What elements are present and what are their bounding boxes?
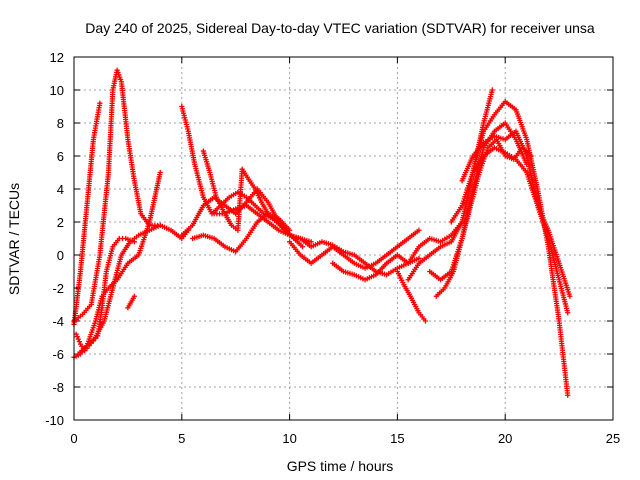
- y-tick-label: 0: [57, 248, 64, 263]
- series-arc-21: [470, 145, 573, 299]
- x-tick-label: 5: [178, 431, 185, 446]
- y-tick-label: 8: [57, 116, 64, 131]
- x-axis-label: GPS time / hours: [287, 458, 394, 474]
- data-point: [157, 169, 163, 176]
- data-point: [416, 255, 422, 261]
- x-tick-label: 0: [70, 431, 77, 446]
- y-tick-label: -4: [52, 314, 64, 329]
- data-point: [565, 392, 571, 398]
- data-point: [131, 293, 137, 299]
- data-point: [308, 239, 314, 245]
- data-point: [567, 293, 573, 299]
- data-point: [422, 318, 429, 324]
- data-point: [416, 227, 422, 233]
- series-arc-6: [125, 293, 137, 311]
- data-point: [287, 227, 293, 233]
- y-tick-label: -6: [52, 347, 64, 362]
- data-point: [565, 310, 571, 316]
- y-tick-label: -10: [45, 413, 64, 428]
- plot-frame: [73, 56, 614, 421]
- series-arc-1: [71, 100, 103, 327]
- data-point: [131, 239, 137, 245]
- y-tick-label: -8: [52, 380, 64, 395]
- interp-marker: [76, 339, 82, 345]
- y-tick-label: 6: [57, 149, 64, 164]
- x-tick-label: 10: [282, 431, 296, 446]
- x-tick-label: 20: [498, 431, 512, 446]
- data-point: [97, 100, 103, 106]
- x-tick-label: 15: [390, 431, 404, 446]
- series-arc-12: [287, 227, 422, 271]
- y-tick-label: 4: [57, 182, 64, 197]
- series-arc-15: [394, 268, 429, 324]
- series-arc-13: [297, 235, 422, 278]
- y-axis-label: SDTVAR / TECUs: [6, 183, 22, 295]
- interp-marker: [74, 334, 80, 340]
- data-point: [157, 222, 163, 228]
- data-point: [299, 244, 306, 250]
- data-point: [489, 87, 495, 93]
- series-arc-5: [73, 235, 137, 354]
- series-arc-14: [330, 219, 465, 283]
- x-tick-label: 25: [606, 431, 620, 446]
- series-arc-10: [189, 211, 293, 255]
- y-tick-label: 2: [57, 215, 64, 230]
- interp-marker: [75, 336, 81, 342]
- y-tick-label: -2: [52, 281, 64, 296]
- y-tick-label: 10: [50, 83, 64, 98]
- series-arc-11: [211, 202, 303, 242]
- y-tick-label: 12: [50, 50, 64, 65]
- chart-title: Day 240 of 2025, Sidereal Day-to-day VTE…: [85, 20, 595, 36]
